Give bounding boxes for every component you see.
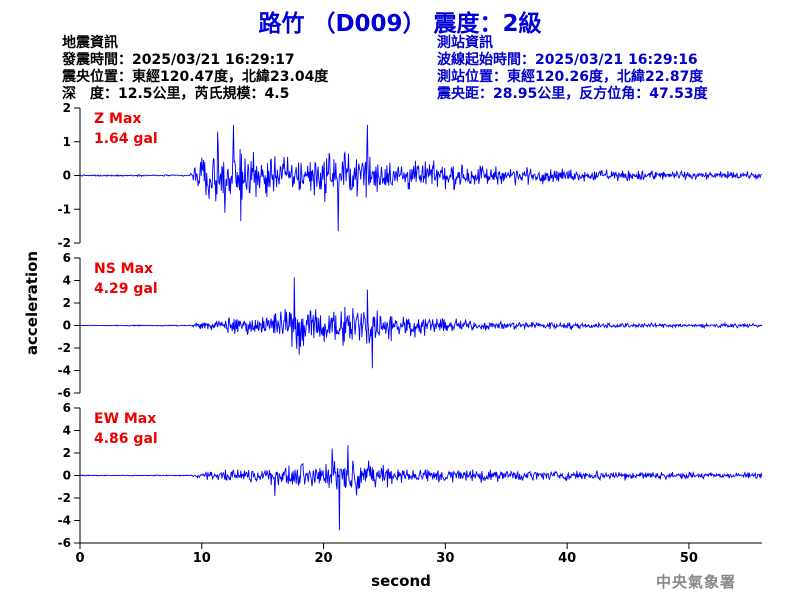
- station-info-block: 測站資訊 波線起始時間：2025/03/21 16:29:16 測站位置：東經1…: [437, 35, 708, 103]
- y-tick-label: 2: [63, 446, 71, 460]
- y-tick-label: 4: [63, 274, 71, 288]
- max-value-ns: 4.29 gal: [94, 281, 158, 297]
- y-tick-label: 0: [63, 319, 71, 333]
- x-tick-label: 20: [315, 551, 333, 566]
- y-tick-label: 0: [63, 169, 71, 183]
- y-axis-title: acceleration: [23, 251, 41, 355]
- max-value-ew: 4.86 gal: [94, 431, 158, 447]
- y-tick-label: 2: [63, 101, 71, 115]
- epicenter-location: 震央位置：東經120.47度，北緯23.04度: [62, 69, 329, 85]
- x-tick-label: 0: [75, 551, 84, 566]
- x-axis-title: second: [371, 572, 431, 590]
- y-tick-label: 6: [63, 251, 71, 265]
- trace-ns: [79, 277, 763, 369]
- station-info-heading: 測站資訊: [437, 35, 493, 51]
- y-tick-label: -1: [58, 202, 71, 216]
- distance-azimuth: 震央距：28.95公里，反方位角：47.53度: [437, 86, 708, 102]
- y-tick-label: -4: [58, 364, 71, 378]
- chart-title: 路竹 （D009） 震度：2級: [258, 11, 542, 37]
- x-tick-label: 50: [680, 551, 698, 566]
- origin-time: 發震時間：2025/03/21 16:29:17: [62, 52, 295, 68]
- earthquake-info-block: 地震資訊 發震時間：2025/03/21 16:29:17 震央位置：東經120…: [62, 35, 328, 103]
- trace-z: [79, 124, 763, 232]
- y-tick-label: 1: [63, 135, 71, 149]
- y-tick-label: -2: [58, 491, 71, 505]
- station-position: 測站位置：東經120.26度，北緯22.87度: [437, 69, 704, 85]
- earthquake-info-heading: 地震資訊: [62, 35, 118, 51]
- x-tick-label: 10: [193, 551, 211, 566]
- max-label-ew: EW Max: [94, 411, 156, 427]
- y-tick-label: 0: [63, 469, 71, 483]
- y-tick-label: -2: [58, 341, 71, 355]
- depth-magnitude: 深 度：12.5公里，芮氏規模：4.5: [62, 86, 290, 102]
- max-value-z: 1.64 gal: [94, 131, 158, 147]
- max-label-ns: NS Max: [94, 261, 153, 277]
- agency-watermark: 中央氣象署: [656, 573, 737, 591]
- y-tick-label: -4: [58, 514, 71, 528]
- wave-start-time: 波線起始時間：2025/03/21 16:29:16: [437, 52, 698, 68]
- max-label-z: Z Max: [94, 111, 141, 127]
- y-tick-label: -6: [58, 536, 71, 550]
- y-tick-label: -6: [58, 386, 71, 400]
- x-tick-label: 30: [436, 551, 454, 566]
- x-tick-label: 40: [558, 551, 576, 566]
- trace-ew: [80, 445, 763, 531]
- y-tick-label: 6: [63, 401, 71, 415]
- y-tick-label: -2: [58, 236, 71, 250]
- y-tick-label: 2: [63, 296, 71, 310]
- y-tick-label: 4: [63, 424, 71, 438]
